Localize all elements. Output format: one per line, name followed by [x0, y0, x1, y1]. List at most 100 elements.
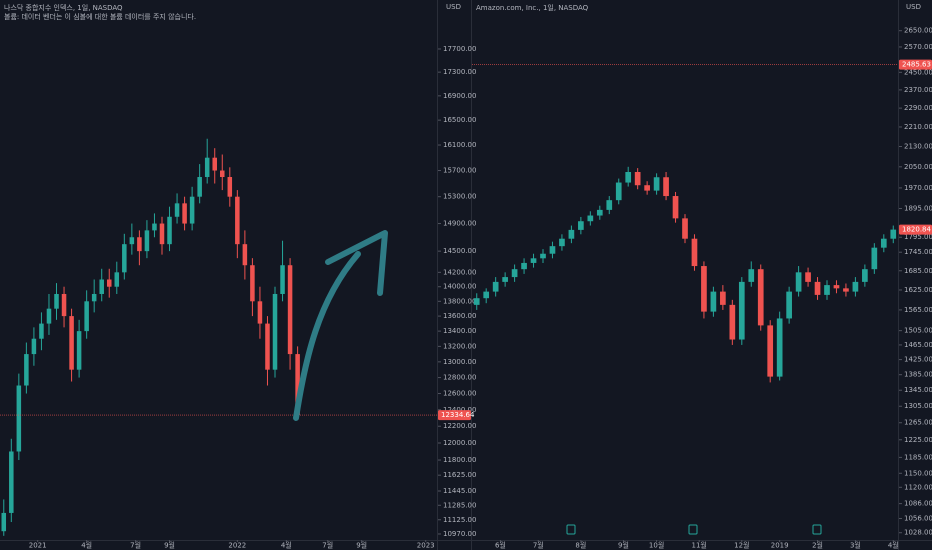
candle-body — [174, 203, 180, 217]
volume-notice: 볼륨: 데이터 벤더는 이 심볼에 대한 볼륨 데이터를 주지 않습니다. — [4, 12, 196, 21]
candle-body — [880, 238, 887, 248]
candle-body — [227, 177, 233, 197]
price-label: 2485.63 — [902, 61, 931, 69]
y-tick-label: 1625.00 — [904, 286, 932, 294]
candle-body — [634, 172, 641, 186]
candle-body — [235, 196, 240, 245]
candle-body — [871, 247, 878, 270]
price-label-bg — [899, 224, 932, 235]
candle-body — [16, 385, 22, 452]
candle-body — [144, 230, 150, 252]
candle-body — [31, 338, 37, 355]
y-tick-label: 2290.00 — [904, 104, 932, 112]
y-tick-label: 2650.00 — [904, 27, 932, 35]
candle-body — [99, 279, 104, 294]
x-tick-label: 2021 — [29, 542, 47, 550]
candle-body — [786, 291, 792, 319]
candle-body — [46, 308, 52, 324]
candle-body — [805, 272, 811, 282]
x-tick-label: 12월 — [734, 541, 749, 550]
y-tick-label: 13200.00 — [443, 342, 476, 350]
arrow-head — [325, 230, 388, 296]
y-tick-label: 1385.00 — [904, 371, 932, 379]
candle-body — [559, 238, 565, 247]
candle-body — [890, 229, 897, 239]
candle-body — [710, 291, 717, 312]
y-tick-label: 15300.00 — [443, 193, 476, 201]
x-tick-label: 6월 — [495, 541, 506, 550]
price-label-bg — [438, 410, 471, 421]
candle-body — [757, 269, 764, 326]
arrow-shaft — [293, 251, 361, 421]
x-tick-label: 9월 — [618, 541, 629, 550]
y-tick-label: 2210.00 — [904, 123, 932, 131]
candle-body — [129, 237, 135, 245]
x-tick-label: 7월 — [322, 541, 333, 550]
candle-body — [615, 182, 622, 201]
candle-body — [653, 177, 660, 191]
candle-body — [54, 293, 59, 309]
y-tick-label: 1465.00 — [904, 341, 932, 349]
y-tick-label: 16500.00 — [443, 116, 476, 124]
candle-body — [137, 237, 142, 252]
y-tick-label: 2570.00 — [904, 43, 932, 51]
candle-body — [114, 272, 120, 287]
candle-body — [672, 196, 679, 219]
x-tick-label: 7월 — [130, 541, 141, 550]
y-tick-label: 12600.00 — [443, 390, 476, 398]
y-tick-label: 14500.00 — [443, 247, 476, 255]
y-tick-label: 1028.00 — [904, 529, 932, 537]
y-tick-label: 15700.00 — [443, 167, 476, 175]
drawn-arrow — [293, 230, 388, 421]
candle-body — [587, 215, 594, 222]
y-tick-label: 11125.00 — [443, 516, 476, 524]
candle-body — [287, 265, 293, 355]
x-tick-label: 3월 — [850, 541, 861, 550]
candle-body — [473, 298, 480, 305]
y-tick-label: 1425.00 — [904, 356, 932, 364]
candle-body — [182, 203, 187, 224]
candle-body — [189, 196, 195, 224]
candle-body — [1, 512, 7, 532]
x-tick-label: 7월 — [533, 541, 544, 550]
candle-body — [511, 269, 518, 278]
candle-body — [843, 288, 849, 292]
y-tick-label: 1265.00 — [904, 419, 932, 427]
x-tick-label: 2022 — [228, 542, 246, 550]
y-tick-label: 12000.00 — [443, 439, 476, 447]
candle-body — [204, 157, 210, 178]
x-tick-label: 8월 — [575, 541, 586, 550]
currency: USD — [906, 3, 921, 11]
y-tick-label: 2370.00 — [904, 86, 932, 94]
y-tick-label: 1150.00 — [904, 469, 932, 477]
candle-body — [625, 172, 632, 183]
y-tick-label: 1970.00 — [904, 184, 932, 192]
symbol-title: Amazon.com, Inc., 1일, NASDAQ — [476, 3, 589, 12]
candle-body — [257, 301, 263, 324]
y-tick-label: 11625.00 — [443, 471, 476, 479]
candle-body — [39, 323, 44, 339]
candle-body — [530, 258, 537, 263]
y-tick-label: 1086.00 — [904, 500, 932, 508]
candle-body — [24, 354, 29, 386]
candle-body — [159, 223, 165, 245]
y-tick-label: 2130.00 — [904, 143, 932, 151]
y-tick-label: 1120.00 — [904, 483, 932, 491]
candle-body — [250, 265, 255, 302]
y-tick-label: 17300.00 — [443, 68, 476, 76]
candle-body — [61, 293, 67, 317]
candle-body — [748, 269, 755, 282]
price-label: 1820.84 — [902, 226, 931, 234]
candle-body — [606, 200, 613, 210]
symbol-title: 나스닥 종합지수 인덱스, 1일, NASDAQ — [4, 3, 123, 12]
y-tick-label: 1565.00 — [904, 306, 932, 314]
y-tick-label: 1895.00 — [904, 204, 932, 212]
candle-body — [824, 285, 830, 295]
y-tick-label: 12800.00 — [443, 374, 476, 382]
event-flags — [566, 524, 822, 535]
candle-body — [663, 177, 669, 197]
y-tick-label: 14200.00 — [443, 268, 476, 276]
candle-body — [69, 316, 74, 370]
candle-body — [167, 216, 172, 245]
x-tick-label: 9월 — [356, 541, 367, 550]
